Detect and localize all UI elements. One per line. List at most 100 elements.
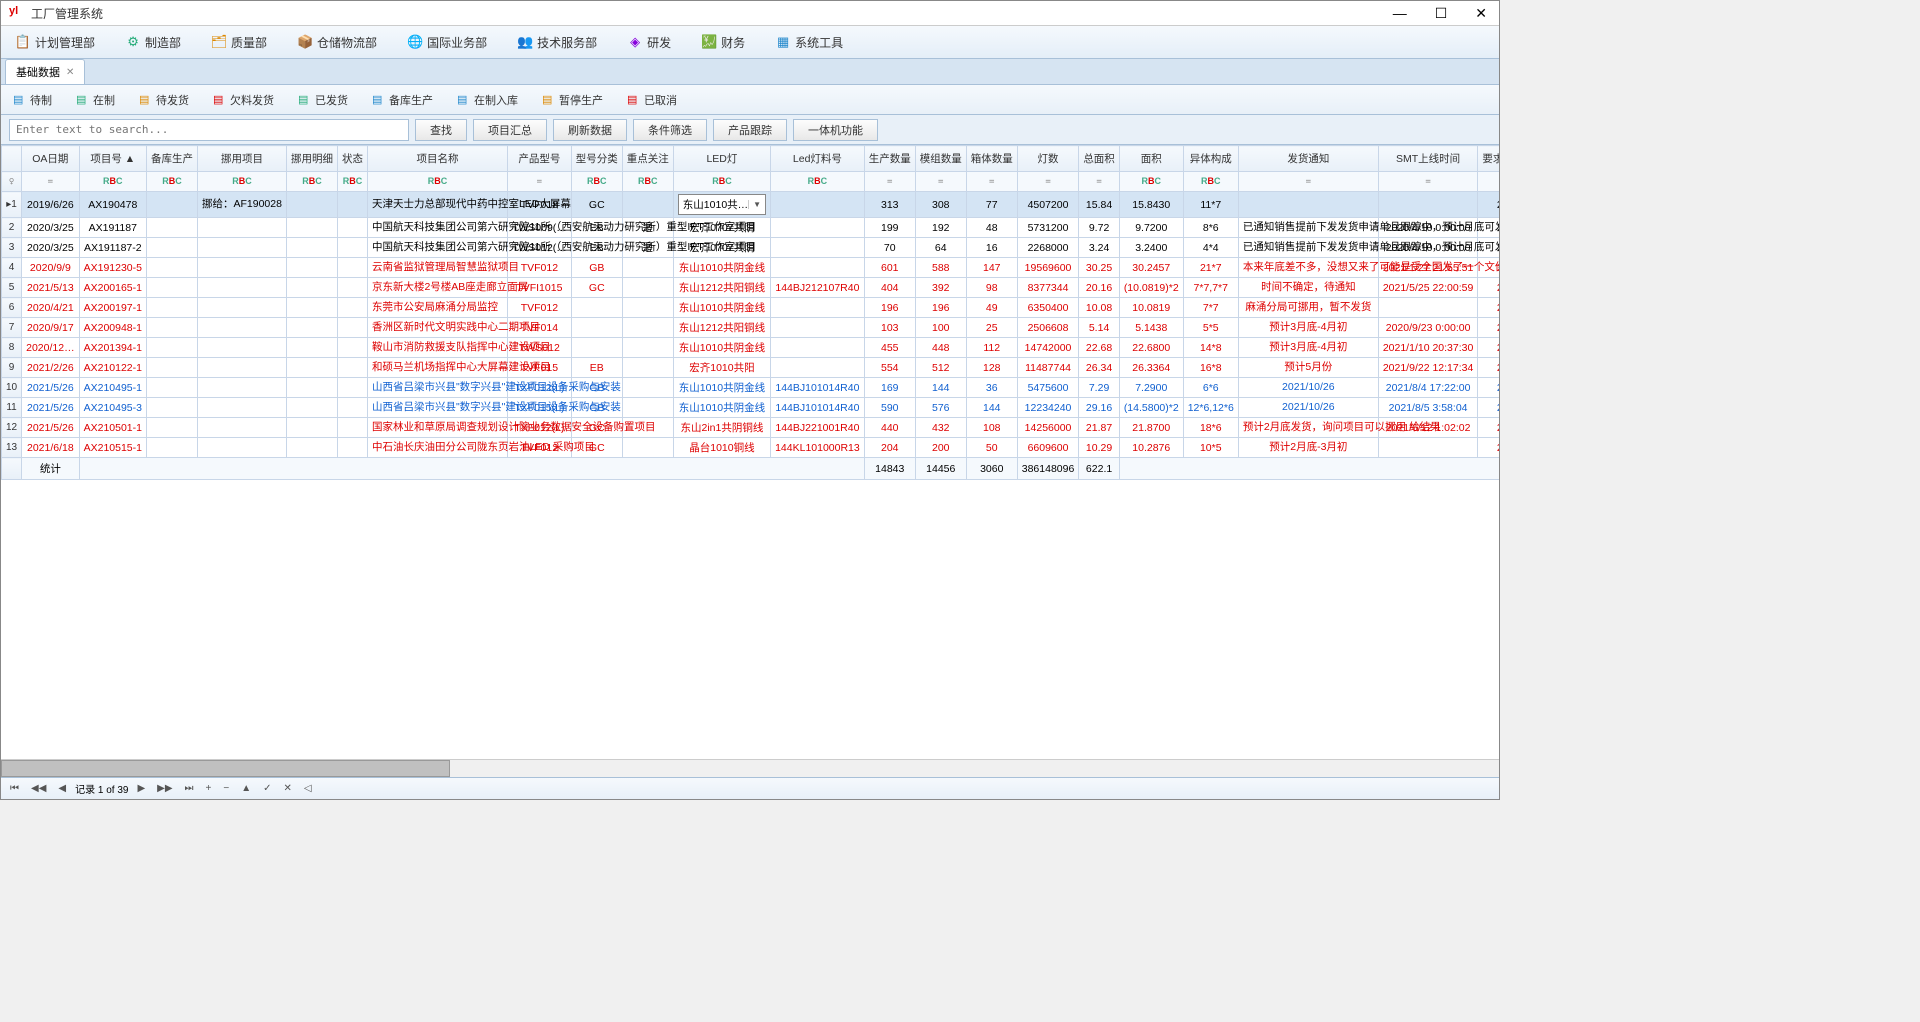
table-row[interactable]: 8 2020/12… AX201394-1 鞍山市消防救援支队指挥中心建设项目 …: [2, 338, 1500, 358]
filter-cell[interactable]: RBC: [337, 172, 367, 192]
search-btn-产品跟踪[interactable]: 产品跟踪: [713, 119, 787, 141]
table-row[interactable]: 9 2021/2/26 AX210122-1 和硕马兰机场指挥中心大屏幕建设项目…: [2, 358, 1500, 378]
menu-系统工具[interactable]: ▦系统工具: [769, 30, 849, 55]
col-header[interactable]: 要求完成时: [1478, 146, 1499, 172]
table-row[interactable]: 10 2021/5/26 AX210495-1 山西省吕梁市兴县"数字兴县"建设…: [2, 378, 1500, 398]
table-row[interactable]: 11 2021/5/26 AX210495-3 山西省吕梁市兴县"数字兴县"建设…: [2, 398, 1500, 418]
nav-check-icon[interactable]: ✓: [260, 783, 274, 794]
filter-cell[interactable]: RBC: [286, 172, 337, 192]
search-btn-查找[interactable]: 查找: [415, 119, 467, 141]
col-header[interactable]: 面积: [1119, 146, 1183, 172]
filter-cell[interactable]: RBC: [622, 172, 673, 192]
tab-close-icon[interactable]: ✕: [66, 67, 74, 78]
filter-cell[interactable]: =: [22, 172, 79, 192]
filter-cell[interactable]: RBC: [367, 172, 507, 192]
nav-next-page-icon[interactable]: ▶▶: [154, 783, 175, 794]
toolbar-已取消[interactable]: ▤已取消: [623, 90, 681, 110]
col-header[interactable]: LED灯: [673, 146, 770, 172]
filter-cell[interactable]: RBC: [146, 172, 197, 192]
search-btn-条件筛选[interactable]: 条件筛选: [633, 119, 707, 141]
led-dropdown[interactable]: 东山1010共…▼: [678, 194, 766, 215]
search-btn-一体机功能[interactable]: 一体机功能: [793, 119, 878, 141]
toolbar-待发货[interactable]: ▤待发货: [135, 90, 193, 110]
col-header[interactable]: [2, 146, 22, 172]
filter-cell[interactable]: =: [966, 172, 1017, 192]
horizontal-scrollbar[interactable]: [1, 759, 1499, 777]
tab-basic-data[interactable]: 基础数据 ✕: [5, 59, 85, 84]
filter-cell[interactable]: =: [915, 172, 966, 192]
close-button[interactable]: ✕: [1471, 5, 1491, 22]
nav-cancel-icon[interactable]: ✕: [281, 783, 295, 794]
filter-cell[interactable]: RBC: [771, 172, 865, 192]
toolbar-欠料发货[interactable]: ▤欠料发货: [209, 90, 278, 110]
scrollbar-thumb[interactable]: [1, 760, 450, 777]
menu-计划管理部[interactable]: 📋计划管理部: [9, 30, 101, 55]
nav-add-icon[interactable]: +: [203, 783, 215, 794]
table-row[interactable]: 13 2021/6/18 AX210515-1 中石油长庆油田分公司陇东页岩油L…: [2, 438, 1500, 458]
col-header[interactable]: 状态: [337, 146, 367, 172]
table-row[interactable]: 7 2020/9/17 AX200948-1 香洲区新时代文明实践中心二期项目 …: [2, 318, 1500, 338]
filter-cell[interactable]: RBC: [1119, 172, 1183, 192]
table-row[interactable]: 12 2021/5/26 AX210501-1 国家林业和草原局调查规划设计院业…: [2, 418, 1500, 438]
col-header[interactable]: 模组数量: [915, 146, 966, 172]
toolbar-在制入库[interactable]: ▤在制入库: [453, 90, 522, 110]
filter-cell[interactable]: RBC: [79, 172, 146, 192]
table-row[interactable]: 4 2020/9/9 AX191230-5 云南省监狱管理局智慧监狱项目 TVF…: [2, 258, 1500, 278]
col-header[interactable]: OA日期: [22, 146, 79, 172]
nav-first-icon[interactable]: ⏮: [7, 783, 22, 794]
nav-edit-icon[interactable]: ▲: [238, 783, 254, 794]
col-header[interactable]: 产品型号: [507, 146, 571, 172]
search-input[interactable]: [9, 119, 409, 141]
nav-prev-page-icon[interactable]: ◀◀: [28, 783, 49, 794]
toolbar-已发货[interactable]: ▤已发货: [294, 90, 352, 110]
menu-国际业务部[interactable]: 🌐国际业务部: [401, 30, 493, 55]
col-header[interactable]: SMT上线时间: [1378, 146, 1478, 172]
col-header[interactable]: 灯数: [1017, 146, 1079, 172]
grid-container[interactable]: OA日期项目号 ▲备库生产挪用项目挪用明细状态项目名称产品型号型号分类重点关注L…: [1, 145, 1499, 759]
toolbar-在制[interactable]: ▤在制: [72, 90, 119, 110]
menu-财务[interactable]: 💹财务: [695, 30, 751, 55]
menu-制造部[interactable]: ⚙制造部: [119, 30, 187, 55]
table-row[interactable]: 3 2020/3/25 AX191187-2 中国航天科技集团公司第六研究院11…: [2, 238, 1500, 258]
menu-技术服务部[interactable]: 👥技术服务部: [511, 30, 603, 55]
col-header[interactable]: 异体构成: [1183, 146, 1238, 172]
nav-remove-icon[interactable]: −: [220, 783, 232, 794]
filter-cell[interactable]: =: [507, 172, 571, 192]
chevron-down-icon[interactable]: ▼: [748, 200, 761, 209]
filter-cell[interactable]: =: [1017, 172, 1079, 192]
table-row[interactable]: ▸1 2019/6/26 AX190478 挪给：AF190028 天津天士力总…: [2, 192, 1500, 218]
col-header[interactable]: 总面积: [1079, 146, 1120, 172]
col-header[interactable]: 重点关注: [622, 146, 673, 172]
table-row[interactable]: 2 2020/3/25 AX191187 中国航天科技集团公司第六研究院11所（…: [2, 218, 1500, 238]
menu-质量部[interactable]: 🗂质量部: [205, 30, 273, 55]
table-row[interactable]: 5 2021/5/13 AX200165-1 京东新大楼2号楼AB座走廊立面屏 …: [2, 278, 1500, 298]
col-header[interactable]: 型号分类: [571, 146, 622, 172]
filter-cell[interactable]: RBC: [1183, 172, 1238, 192]
filter-cell[interactable]: RBC: [673, 172, 770, 192]
search-btn-项目汇总[interactable]: 项目汇总: [473, 119, 547, 141]
col-header[interactable]: 项目号 ▲: [79, 146, 146, 172]
filter-handle[interactable]: ♀: [2, 172, 22, 192]
menu-仓储物流部[interactable]: 📦仓储物流部: [291, 30, 383, 55]
nav-left-icon[interactable]: ◁: [301, 783, 315, 794]
filter-cell[interactable]: [1478, 172, 1499, 192]
filter-cell[interactable]: =: [1079, 172, 1120, 192]
nav-prev-icon[interactable]: ◀: [55, 783, 69, 794]
toolbar-备库生产[interactable]: ▤备库生产: [368, 90, 437, 110]
col-header[interactable]: 挪用明细: [286, 146, 337, 172]
toolbar-暂停生产[interactable]: ▤暂停生产: [538, 90, 607, 110]
filter-cell[interactable]: =: [864, 172, 915, 192]
filter-cell[interactable]: RBC: [197, 172, 286, 192]
search-btn-刷新数据[interactable]: 刷新数据: [553, 119, 627, 141]
nav-last-icon[interactable]: ⏭: [182, 783, 197, 794]
minimize-button[interactable]: —: [1389, 5, 1411, 22]
nav-next-icon[interactable]: ▶: [134, 783, 148, 794]
col-header[interactable]: 备库生产: [146, 146, 197, 172]
col-header[interactable]: 箱体数量: [966, 146, 1017, 172]
filter-row[interactable]: ♀=RBCRBCRBCRBCRBCRBC=RBCRBCRBCRBC=====RB…: [2, 172, 1500, 192]
col-header[interactable]: 发货通知: [1238, 146, 1378, 172]
col-header[interactable]: Led灯料号: [771, 146, 865, 172]
filter-cell[interactable]: =: [1238, 172, 1378, 192]
maximize-button[interactable]: ☐: [1431, 5, 1452, 22]
menu-研发[interactable]: ◈研发: [621, 30, 677, 55]
